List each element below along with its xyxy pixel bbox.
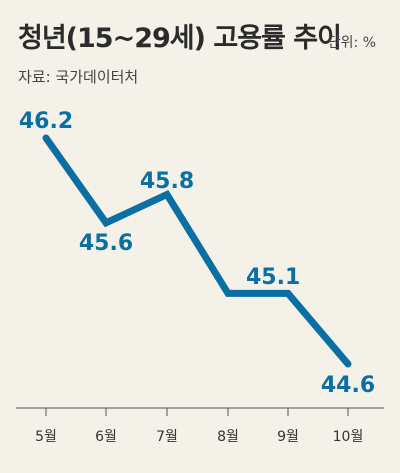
data-label: 44.6 <box>321 373 375 398</box>
x-tick-label: 7월 <box>156 429 178 445</box>
data-label: 45.6 <box>79 231 133 256</box>
series-line <box>42 134 352 368</box>
chart-title: 청년(15~29세) 고용률 추이 <box>18 23 342 54</box>
data-label: 45.1 <box>246 265 300 290</box>
data-label: 45.8 <box>140 169 194 194</box>
x-tick-label: 5월 <box>35 429 57 445</box>
data-label: 46.2 <box>19 109 73 134</box>
source-label: 자료: 국가데이터처 <box>18 68 139 86</box>
x-tick-label: 10월 <box>333 429 364 445</box>
x-tick-label: 8월 <box>217 429 239 445</box>
x-tick-label: 6월 <box>95 429 117 445</box>
unit-label: 단위: % <box>327 35 376 51</box>
x-tick-label: 9월 <box>277 429 299 445</box>
